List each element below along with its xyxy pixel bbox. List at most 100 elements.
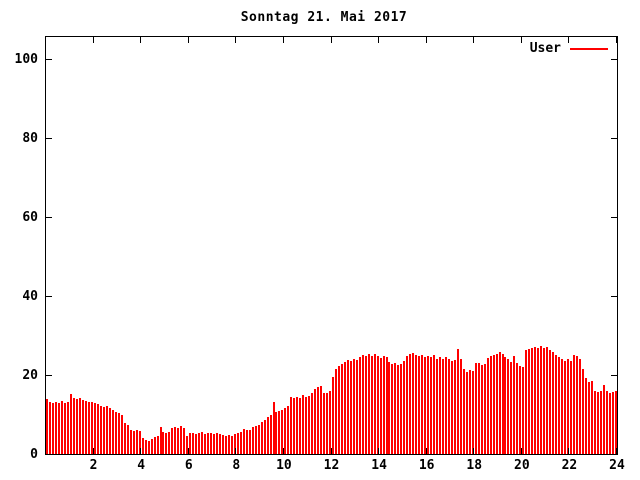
bar xyxy=(189,433,192,454)
y-tick-right xyxy=(611,138,617,140)
bar xyxy=(584,377,587,454)
x-tick-bottom xyxy=(425,448,427,454)
bar xyxy=(433,355,436,454)
x-tick-top xyxy=(140,37,142,43)
bar xyxy=(602,385,605,454)
bar xyxy=(311,393,314,454)
bar xyxy=(299,397,302,454)
bar xyxy=(534,346,537,454)
bar xyxy=(165,433,168,454)
x-tick-bottom xyxy=(616,448,617,454)
x-axis-label: 4 xyxy=(137,458,146,473)
bar xyxy=(204,433,207,454)
x-axis-label: 6 xyxy=(184,458,193,473)
bar xyxy=(111,409,114,454)
bar xyxy=(177,427,180,454)
bar xyxy=(120,415,123,454)
bar xyxy=(263,420,266,454)
bar xyxy=(566,359,569,454)
x-tick-top xyxy=(616,37,617,43)
bar xyxy=(171,428,174,454)
bar xyxy=(593,390,596,454)
bar xyxy=(320,386,323,454)
bar xyxy=(323,392,326,454)
bar xyxy=(549,349,552,454)
bar xyxy=(364,356,367,454)
bar xyxy=(224,435,227,454)
bar xyxy=(465,371,468,454)
bar xyxy=(552,351,555,454)
bar xyxy=(439,357,442,454)
bar xyxy=(326,393,329,454)
bar xyxy=(278,411,281,454)
bar xyxy=(397,364,400,454)
bar xyxy=(76,399,79,454)
bar xyxy=(284,407,287,454)
bar xyxy=(186,435,189,454)
bar xyxy=(156,435,159,454)
bar xyxy=(528,349,531,454)
bar xyxy=(450,361,453,454)
x-tick-bottom xyxy=(378,448,380,454)
y-axis-label: 40 xyxy=(22,288,38,304)
y-tick-right xyxy=(611,453,617,455)
bar xyxy=(293,398,296,454)
x-axis-label: 24 xyxy=(609,458,625,473)
bar xyxy=(343,361,346,454)
bar xyxy=(192,432,195,454)
bar xyxy=(296,396,299,454)
legend-line-sample xyxy=(570,47,608,50)
bar xyxy=(563,361,566,454)
bar xyxy=(406,355,409,454)
x-tick-bottom xyxy=(330,448,332,454)
bar xyxy=(159,427,162,454)
x-axis-label: 16 xyxy=(418,458,435,473)
bar xyxy=(79,398,82,454)
x-tick-bottom xyxy=(235,448,237,454)
bar xyxy=(394,362,397,454)
bar xyxy=(352,359,355,454)
bar xyxy=(346,359,349,454)
x-tick-top xyxy=(92,37,94,43)
bar xyxy=(290,397,293,454)
bar xyxy=(442,359,445,454)
bar xyxy=(207,432,210,454)
bar xyxy=(52,403,55,454)
x-axis-label: 14 xyxy=(371,458,387,473)
bar xyxy=(337,366,340,454)
bar xyxy=(73,397,76,454)
bar xyxy=(85,401,88,454)
x-tick-top xyxy=(330,37,332,43)
bar xyxy=(239,431,242,454)
y-axis-label: 80 xyxy=(22,131,38,147)
y-tick-left xyxy=(46,374,52,376)
bar xyxy=(180,426,183,454)
bar xyxy=(379,357,382,454)
bar xyxy=(537,348,540,454)
bar xyxy=(436,358,439,454)
bar xyxy=(105,406,108,454)
x-tick-top xyxy=(473,37,475,43)
bar xyxy=(486,357,489,454)
bar xyxy=(400,363,403,454)
y-tick-left xyxy=(46,453,52,455)
y-tick-left xyxy=(46,217,52,219)
bar xyxy=(513,355,516,454)
bar xyxy=(329,390,331,454)
bar xyxy=(611,391,614,454)
y-axis-label: 60 xyxy=(22,210,38,226)
bar xyxy=(447,359,450,454)
bar xyxy=(543,348,546,454)
x-tick-top xyxy=(378,37,380,43)
y-tick-right xyxy=(611,59,617,61)
bar xyxy=(459,359,462,454)
bar xyxy=(218,433,221,454)
bar xyxy=(67,402,70,454)
bar xyxy=(61,401,64,454)
bar xyxy=(308,396,311,454)
bar xyxy=(162,432,165,454)
bar xyxy=(242,428,245,454)
bar xyxy=(477,363,480,454)
bar xyxy=(334,369,337,454)
y-axis-label: 0 xyxy=(30,446,38,462)
